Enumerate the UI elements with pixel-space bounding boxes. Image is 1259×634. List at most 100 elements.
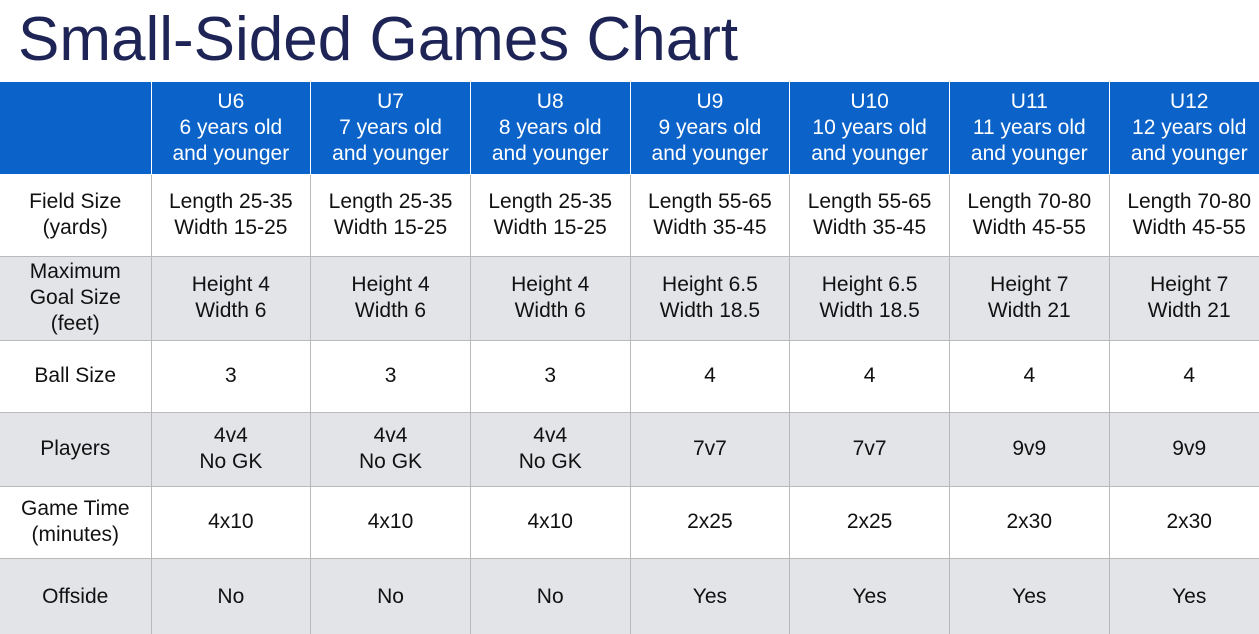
players-cell-u10: 7v7: [789, 411, 950, 487]
cell-value: 4: [1183, 364, 1196, 387]
column-header-u7: U7 7 years old and younger: [310, 82, 471, 175]
row-game-time: Game Time (minutes) 4x10 4x10 4x10 2x25 2x25 2x…: [0, 485, 1259, 559]
cell-value: Height 4: [191, 273, 270, 296]
field-size-cell-u12: Length 70-80 Width 45-55: [1108, 173, 1259, 257]
age-description: 9 years old: [658, 115, 762, 139]
row-label-goal-size: Maximum Goal Size (feet): [0, 255, 152, 341]
age-description-qualifier: and younger: [1130, 141, 1248, 165]
offside-cell-u7: No: [310, 557, 471, 634]
cell-value: No: [217, 584, 245, 608]
age-group-label: U12: [1169, 89, 1209, 113]
goal-size-cell-u9: Height 6.5 Width 18.5: [629, 255, 791, 341]
ball-size-cell-u9: 4: [629, 339, 791, 413]
small-sided-games-table: U6 6 years old and younger U7 7 years old and…: [0, 82, 1259, 634]
cell-value: Width 15-25: [493, 216, 607, 239]
cell-value: 3: [544, 364, 557, 387]
cell-value: Width 35-45: [653, 216, 767, 239]
row-field-size: Field Size (yards) Length 25-35 Width 15-25…: [0, 173, 1259, 257]
age-group-label: U6: [217, 89, 245, 113]
players-cell-u11: 9v9: [948, 411, 1110, 487]
cell-value: Yes: [692, 584, 728, 608]
age-description: 7 years old: [339, 115, 442, 139]
age-description-qualifier: and younger: [491, 141, 609, 165]
cell-value: Height 7: [990, 273, 1069, 296]
row-label-line: (yards): [42, 216, 108, 239]
cell-value: No GK: [359, 450, 423, 473]
row-goal-size: Maximum Goal Size (feet) Height 4 Width 6 Hei…: [0, 255, 1259, 341]
field-size-cell-u11: Length 70-80 Width 45-55: [948, 173, 1110, 257]
age-description-qualifier: and younger: [970, 141, 1088, 165]
row-label-line: Game Time: [20, 497, 130, 520]
cell-value: Yes: [852, 584, 887, 608]
table-body: Field Size (yards) Length 25-35 Width 15-25…: [0, 173, 1259, 634]
cell-value: Width 18.5: [659, 299, 761, 322]
column-header-u11: U11 11 years old and younger: [948, 82, 1110, 175]
row-label-players: Players: [0, 411, 152, 487]
row-label-offside: Offside: [0, 557, 152, 634]
cell-value: 9v9: [1172, 437, 1207, 460]
age-group-label: U8: [536, 89, 564, 113]
age-description: 6 years old: [179, 115, 283, 139]
column-header-u12: U12 12 years old and younger: [1108, 82, 1259, 175]
cell-value: 4x10: [367, 510, 414, 533]
game-time-cell-u8: 4x10: [469, 485, 631, 559]
cell-value: 2x25: [846, 510, 893, 533]
column-header-u9: U9 9 years old and younger: [629, 82, 791, 175]
goal-size-cell-u6: Height 4 Width 6: [150, 255, 312, 341]
game-time-cell-u6: 4x10: [150, 485, 312, 559]
age-description-qualifier: and younger: [811, 141, 928, 165]
offside-cell-u9: Yes: [629, 557, 791, 634]
age-description-qualifier: and younger: [651, 141, 769, 165]
age-description: 8 years old: [498, 115, 602, 139]
row-label-line: Players: [40, 437, 111, 460]
players-cell-u9: 7v7: [629, 411, 791, 487]
age-description: 11 years old: [972, 115, 1086, 139]
row-label-game-time: Game Time (minutes): [0, 485, 152, 559]
cell-value: 2x30: [1166, 510, 1212, 533]
offside-cell-u6: No: [150, 557, 312, 634]
age-description-qualifier: and younger: [172, 141, 290, 165]
cell-value: 4x10: [208, 510, 254, 533]
game-time-cell-u10: 2x25: [789, 485, 950, 559]
cell-value: Width 15-25: [174, 216, 288, 239]
cell-value: 3: [384, 364, 397, 387]
cell-value: 4v4: [533, 424, 568, 447]
players-cell-u6: 4v4 No GK: [150, 411, 312, 487]
row-offside: Offside No No No Yes Yes Yes Yes: [0, 557, 1259, 634]
cell-value: Yes: [1172, 584, 1207, 608]
cell-value: 7v7: [852, 437, 887, 460]
ball-size-cell-u6: 3: [150, 339, 312, 413]
cell-value: Width 21: [987, 299, 1071, 322]
cell-value: 4: [704, 364, 716, 387]
cell-value: 4: [1023, 364, 1036, 387]
cell-value: Yes: [1012, 584, 1047, 608]
cell-value: 4: [863, 364, 876, 387]
goal-size-cell-u10: Height 6.5 Width 18.5: [789, 255, 950, 341]
age-group-label: U10: [850, 89, 889, 113]
age-description: 10 years old: [812, 115, 927, 139]
cell-value: No: [536, 584, 564, 608]
cell-value: Width 6: [354, 299, 427, 322]
header-row: U6 6 years old and younger U7 7 years old and…: [0, 82, 1259, 175]
game-time-cell-u9: 2x25: [629, 485, 791, 559]
cell-value: Length 25-35: [488, 190, 613, 213]
cell-value: Height 4: [351, 273, 430, 296]
players-cell-u8: 4v4 No GK: [469, 411, 631, 487]
cell-value: Height 7: [1150, 273, 1229, 296]
age-group-label: U11: [1010, 89, 1048, 113]
row-label-line: Ball Size: [34, 364, 117, 387]
row-label-field-size: Field Size (yards): [0, 173, 152, 257]
goal-size-cell-u11: Height 7 Width 21: [948, 255, 1110, 341]
cell-value: Length 70-80: [967, 190, 1092, 213]
offside-cell-u11: Yes: [948, 557, 1110, 634]
goal-size-cell-u8: Height 4 Width 6: [469, 255, 631, 341]
cell-value: Width 6: [195, 299, 267, 322]
cell-value: Width 18.5: [819, 299, 920, 322]
row-label-line: Field Size: [29, 190, 122, 213]
cell-value: 7v7: [692, 437, 727, 460]
cell-value: Length 25-35: [328, 190, 453, 213]
field-size-cell-u9: Length 55-65 Width 35-45: [629, 173, 791, 257]
cell-value: Width 15-25: [333, 216, 448, 239]
offside-cell-u10: Yes: [789, 557, 950, 634]
age-description-qualifier: and younger: [332, 141, 449, 165]
